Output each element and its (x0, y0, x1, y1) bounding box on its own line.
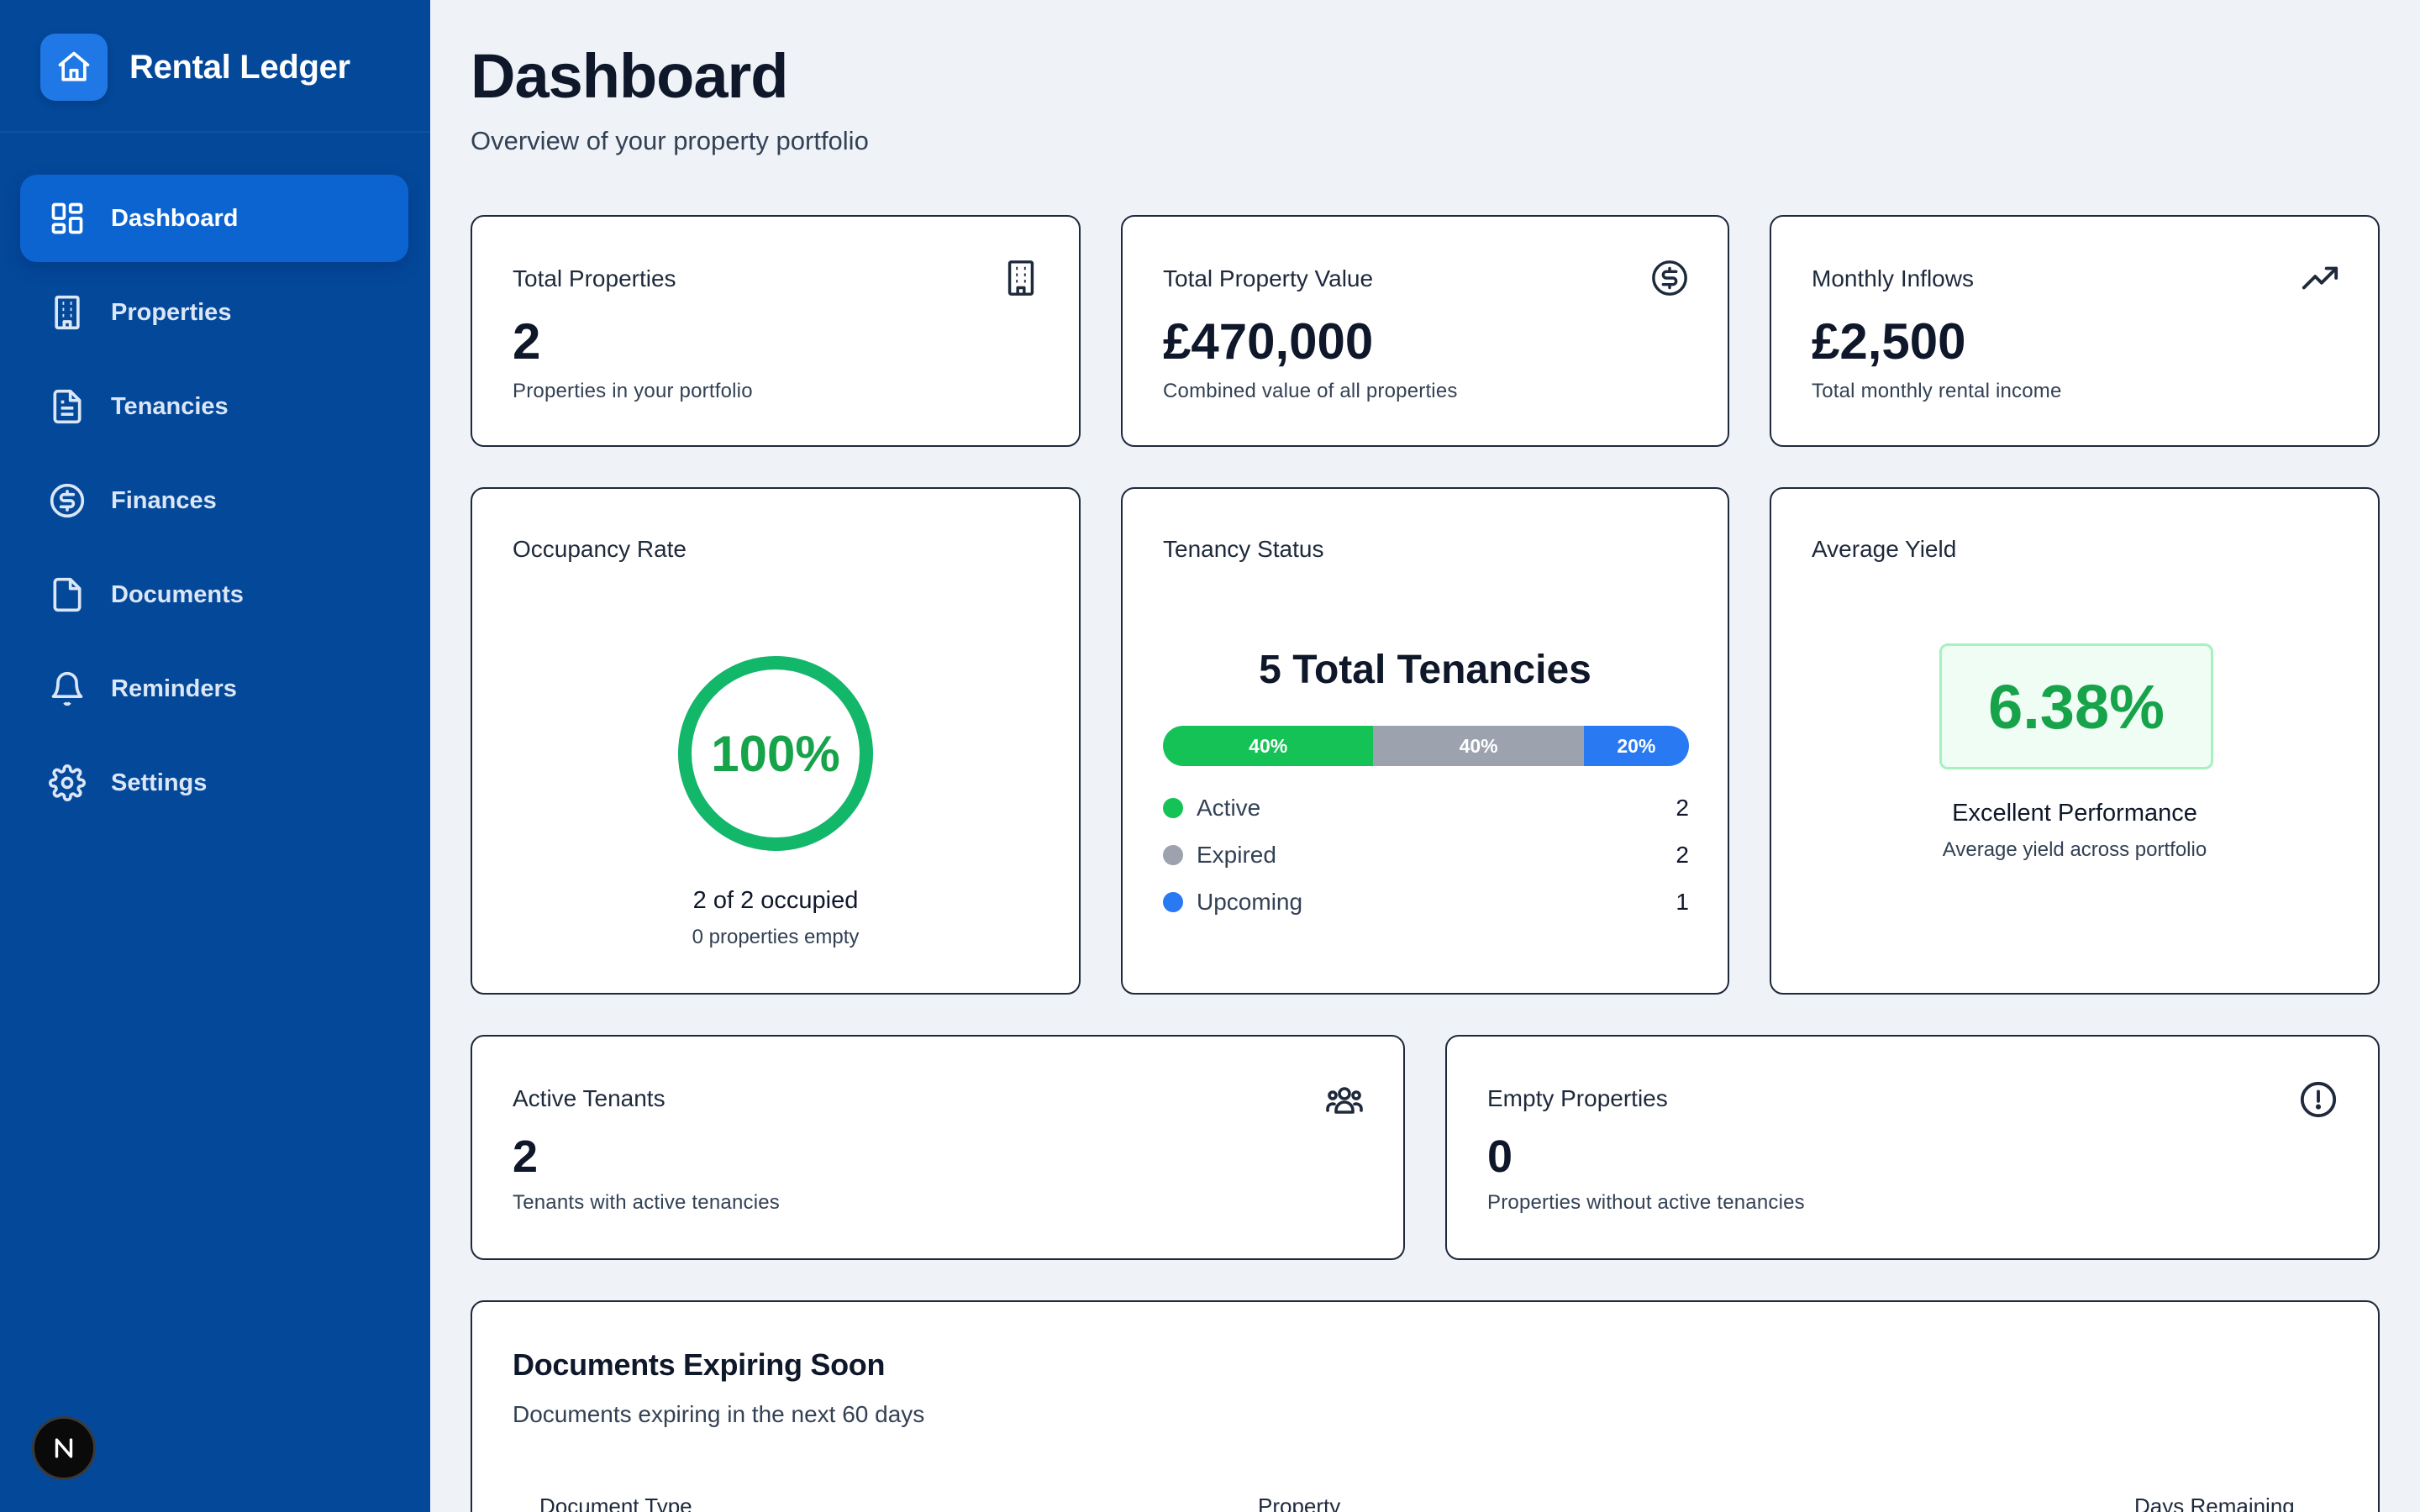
tenancy-segment-active: 40% (1163, 726, 1374, 766)
sidebar-item-label: Reminders (111, 675, 237, 702)
card-label: Empty Properties (1487, 1085, 1668, 1111)
card-value: £470,000 (1163, 313, 1374, 370)
occupancy-percent: 100% (711, 725, 840, 782)
page-title: Dashboard (471, 41, 789, 111)
section-title: Documents Expiring Soon (513, 1347, 886, 1382)
sidebar: Rental Ledger Dashboard Properties (0, 0, 430, 1512)
active-tenants-card[interactable]: Active Tenants 2 Tenants with active ten… (471, 1035, 1405, 1260)
status-dot-active (1163, 798, 1183, 818)
bell-icon (49, 670, 86, 707)
alert-circle-icon (2299, 1080, 2339, 1121)
total-tenancies: 5 Total Tenancies (1259, 648, 1591, 692)
card-subtext: Tenants with active tenancies (513, 1191, 780, 1214)
sidebar-item-properties[interactable]: Properties (20, 269, 408, 356)
app-name: Rental Ledger (129, 48, 350, 86)
card-value: £2,500 (1812, 313, 1966, 370)
n-logo-icon (55, 1438, 73, 1458)
legend-label: Expired (1197, 842, 1276, 868)
card-subtext: Total monthly rental income (1812, 380, 2062, 402)
sidebar-item-label: Documents (111, 580, 244, 608)
occupied-count: 2 of 2 occupied (692, 887, 859, 914)
occupancy-ring: 100% (676, 654, 876, 853)
sidebar-item-documents[interactable]: Documents (20, 551, 408, 638)
dollar-circle-icon (49, 482, 86, 519)
column-header-days-remaining[interactable]: Days Remaining (2134, 1494, 2295, 1512)
tenancy-status-card[interactable]: Tenancy Status 5 Total Tenancies 40% 40%… (1121, 487, 1729, 995)
yield-rating: Excellent Performance (1952, 800, 2197, 827)
building-icon (49, 294, 86, 331)
empty-properties-card[interactable]: Empty Properties 0 Properties without ac… (1445, 1035, 2380, 1260)
users-icon (1324, 1080, 1365, 1121)
documents-expiring-card: Documents Expiring Soon Documents expiri… (471, 1300, 2380, 1512)
sidebar-divider (0, 131, 430, 133)
card-label: Occupancy Rate (513, 536, 687, 562)
main-content: Dashboard Overview of your property port… (430, 0, 2420, 1512)
monthly-inflows-card[interactable]: Monthly Inflows £2,500 Total monthly ren… (1770, 215, 2380, 447)
occupancy-card[interactable]: Occupancy Rate 100% 2 of 2 occupied 0 pr… (471, 487, 1081, 995)
card-subtext: Properties in your portfolio (513, 380, 753, 402)
card-value: 2 (513, 1131, 539, 1182)
status-dot-expired (1163, 845, 1183, 865)
dollar-circle-icon (1650, 259, 1691, 299)
trending-up-icon (2301, 259, 2341, 299)
sidebar-item-reminders[interactable]: Reminders (20, 645, 408, 732)
legend-row-active: Active 2 (1163, 791, 1689, 825)
status-dot-upcoming (1163, 892, 1183, 912)
empty-count: 0 properties empty (692, 926, 860, 948)
legend-label: Active (1197, 795, 1261, 821)
section-subtitle: Documents expiring in the next 60 days (513, 1401, 925, 1427)
total-value-card[interactable]: Total Property Value £470,000 Combined v… (1121, 215, 1729, 447)
legend-count: 2 (1676, 795, 1689, 821)
card-label: Total Properties (513, 265, 676, 291)
gear-icon (49, 764, 86, 801)
sidebar-item-label: Properties (111, 298, 232, 326)
sidebar-item-dashboard[interactable]: Dashboard (20, 175, 408, 262)
tenancy-segment-upcoming: 20% (1583, 726, 1689, 766)
sidebar-item-label: Tenancies (111, 392, 229, 420)
sidebar-item-label: Dashboard (111, 204, 239, 232)
card-label: Total Property Value (1163, 265, 1374, 291)
card-value: 0 (1487, 1131, 1513, 1182)
sidebar-item-label: Settings (111, 769, 208, 796)
sidebar-item-tenancies[interactable]: Tenancies (20, 363, 408, 450)
card-label: Tenancy Status (1163, 536, 1324, 562)
tenancy-progress-bar: 40% 40% 20% (1163, 726, 1689, 766)
column-header-property[interactable]: Property (1258, 1494, 1341, 1512)
file-text-icon (49, 388, 86, 425)
total-properties-card[interactable]: Total Properties 2 Properties in your po… (471, 215, 1081, 447)
legend-label: Upcoming (1197, 889, 1303, 915)
sidebar-item-settings[interactable]: Settings (20, 739, 408, 827)
card-label: Monthly Inflows (1812, 265, 1974, 291)
card-label: Active Tenants (513, 1085, 666, 1111)
legend-count: 1 (1676, 889, 1689, 915)
user-avatar[interactable] (32, 1416, 96, 1480)
card-subtext: Properties without active tenancies (1487, 1191, 1805, 1214)
sidebar-item-label: Finances (111, 486, 217, 514)
brand[interactable]: Rental Ledger (40, 34, 350, 101)
page-subtitle: Overview of your property portfolio (471, 126, 869, 155)
yield-subtext: Average yield across portfolio (1942, 838, 2207, 861)
card-subtext: Combined value of all properties (1163, 380, 1458, 402)
column-header-document-type[interactable]: Document Type (539, 1494, 692, 1512)
building-icon (1002, 259, 1042, 299)
yield-value: 6.38% (1939, 643, 2213, 769)
legend-row-upcoming: Upcoming 1 (1163, 885, 1689, 919)
card-value: 2 (513, 313, 541, 370)
sidebar-nav: Dashboard Properties Tenancies (20, 175, 408, 833)
card-label: Average Yield (1812, 536, 1957, 562)
file-icon (49, 576, 86, 613)
dashboard-grid-icon (49, 200, 86, 237)
home-icon (40, 34, 108, 101)
legend-row-expired: Expired 2 (1163, 838, 1689, 872)
legend-count: 2 (1676, 842, 1689, 868)
average-yield-card[interactable]: Average Yield 6.38% Excellent Performanc… (1770, 487, 2380, 995)
sidebar-item-finances[interactable]: Finances (20, 457, 408, 544)
tenancy-segment-expired: 40% (1373, 726, 1584, 766)
